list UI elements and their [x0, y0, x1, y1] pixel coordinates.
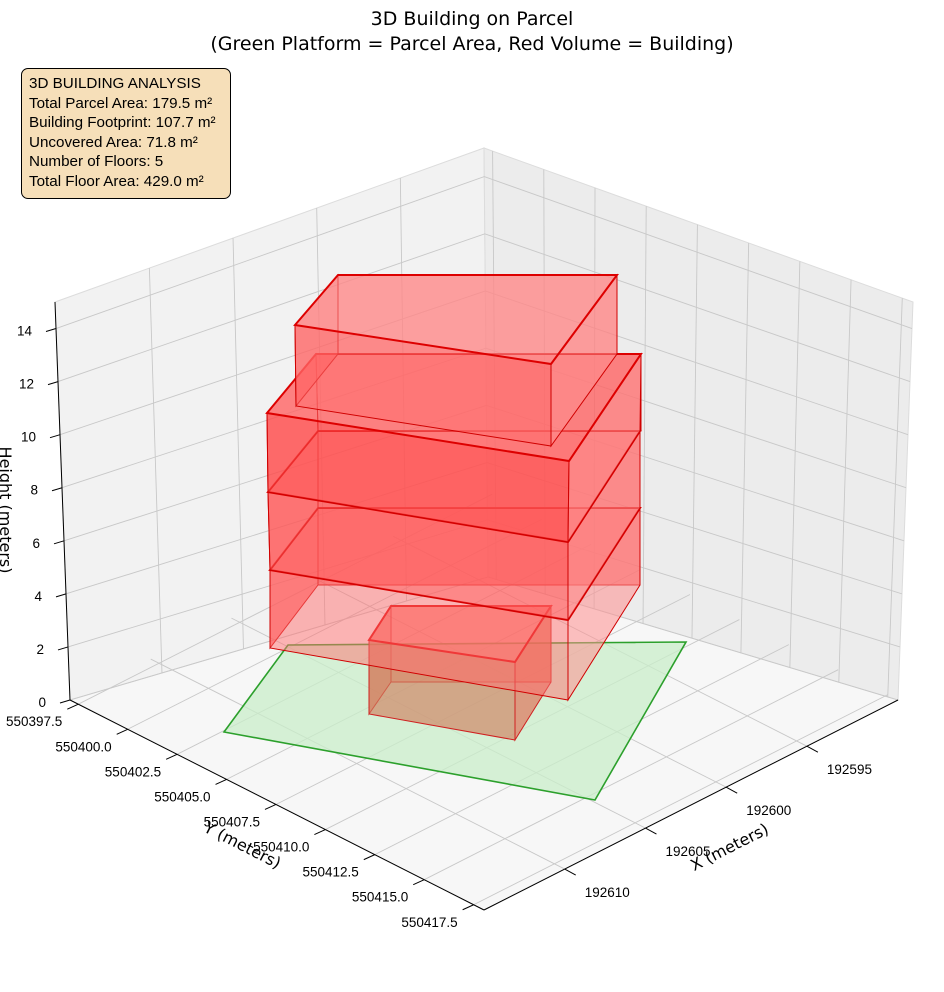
x-tick-label: 192610 — [585, 885, 630, 900]
y-grid-line — [473, 694, 888, 906]
x-wall-grid-line — [148, 268, 163, 673]
y-tick-label: 550410.0 — [253, 840, 309, 855]
x-axis-line — [483, 699, 899, 911]
info-building-footprint: Building Footprint: 107.7 m² — [29, 114, 216, 132]
y-tick-mark — [116, 728, 128, 735]
y-tick-mark — [314, 829, 326, 835]
y-ticks: 550397.5 550400.0 550402.5 550405.0 550407.5… — [6, 703, 474, 930]
x-tick-label: 192595 — [827, 762, 872, 777]
z-ticks: 0 2 4 6 8 10 12 14 — [17, 324, 71, 710]
y-tick-label: 550402.5 — [105, 764, 161, 779]
y-grid-line — [424, 669, 839, 881]
floor-5 — [293, 273, 619, 448]
x-tick-mark — [806, 745, 819, 753]
info-number-of-floors: Number of Floors: 5 — [29, 153, 164, 171]
y-tick-label: 550405.0 — [154, 789, 210, 804]
z-tick-mark — [59, 699, 71, 704]
x-wall-grid-line — [232, 238, 244, 649]
z-tick-mark — [57, 646, 69, 651]
y-tick-label: 550400.0 — [55, 739, 111, 754]
y-tick-label: 550415.0 — [352, 890, 408, 905]
y-wall-grid-line — [642, 206, 647, 624]
y-tick-label: 550412.5 — [302, 865, 358, 880]
y-wall-grid-line — [691, 224, 698, 639]
y-tick-mark — [363, 854, 376, 861]
y-tick-label: 550417.5 — [401, 915, 457, 930]
z-axis-label: Height (meters) — [0, 447, 15, 574]
y-tick-mark — [215, 778, 227, 785]
y-tick-mark — [67, 703, 79, 710]
info-total-parcel-area: Total Parcel Area: 179.5 m² — [29, 94, 213, 112]
z-tick-label: 12 — [19, 377, 34, 392]
building-volume — [265, 273, 643, 742]
y-tick-mark — [264, 804, 277, 810]
info-total-floor-area: Total Floor Area: 429.0 m² — [29, 172, 204, 190]
x-tick-label: 192605 — [665, 844, 710, 859]
z-tick-mark — [49, 434, 61, 439]
y-wall-grid-line — [887, 298, 903, 697]
y-axis-line — [69, 699, 485, 911]
y-tick-mark — [462, 904, 474, 911]
y-tick-label: 550397.5 — [6, 714, 62, 729]
z-grid-line — [57, 233, 911, 383]
z-tick-label: 2 — [36, 642, 44, 657]
x-tick-mark — [645, 827, 657, 835]
z-tick-label: 10 — [21, 430, 36, 445]
z-axis-line — [54, 301, 71, 701]
y-wall-grid-line — [838, 279, 852, 683]
floor-5-top — [293, 274, 619, 366]
z-tick-label: 8 — [30, 483, 38, 498]
analysis-info-box: 3D BUILDING ANALYSIS Total Parcel Area: … — [21, 68, 231, 199]
y-tick-mark — [413, 879, 425, 886]
y-tick-label: 550407.5 — [204, 814, 260, 829]
x-tick-mark — [564, 868, 576, 876]
z-tick-label: 14 — [17, 324, 33, 339]
chart-title-line-2: (Green Platform = Parcel Area, Red Volum… — [210, 33, 733, 55]
info-uncovered-area: Uncovered Area: 71.8 m² — [29, 133, 198, 151]
y-wall-grid-line — [740, 242, 750, 653]
z-tick-mark — [55, 593, 67, 598]
z-tick-mark — [51, 487, 63, 492]
y-wall-grid-line — [789, 261, 801, 668]
z-tick-label: 4 — [34, 589, 42, 604]
z-tick-mark — [53, 540, 65, 545]
x-grid-line — [150, 658, 565, 870]
z-tick-label: 0 — [38, 695, 46, 710]
x-tick-label: 192600 — [746, 803, 791, 818]
x-tick-mark — [725, 786, 738, 794]
z-tick-mark — [45, 328, 57, 333]
x-ticks: 192595 192600 192605 192610 — [564, 745, 872, 900]
info-heading: 3D BUILDING ANALYSIS — [29, 75, 201, 92]
z-tick-label: 6 — [32, 536, 40, 551]
chart-title-line-1: 3D Building on Parcel — [371, 8, 574, 30]
y-tick-mark — [165, 753, 178, 760]
z-tick-mark — [47, 381, 59, 386]
z-grid-line — [55, 176, 913, 329]
